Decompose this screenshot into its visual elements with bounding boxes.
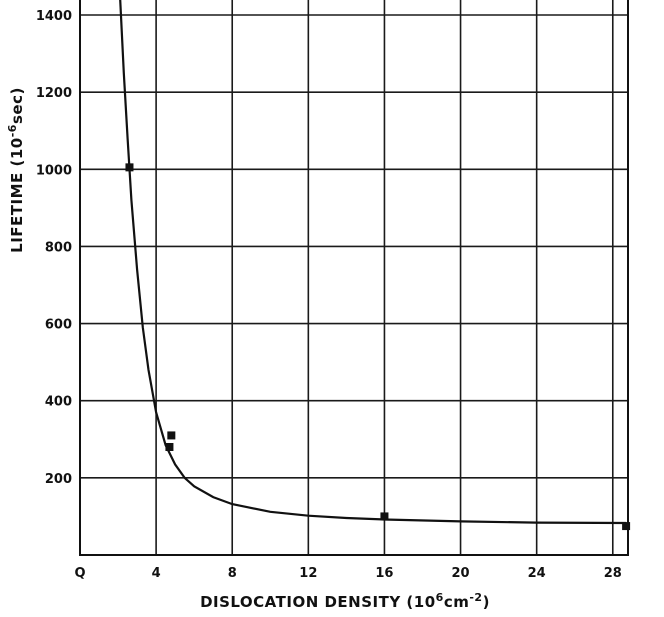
y-tick-label: 600 xyxy=(45,318,72,333)
data-point xyxy=(380,512,389,521)
x-tick-label: 20 xyxy=(452,566,470,581)
y-tick-label: 400 xyxy=(45,395,72,410)
x-tick-label: 16 xyxy=(375,566,393,581)
x-tick-labels: Q 4 8 12 16 20 24 28 xyxy=(74,566,621,581)
grid xyxy=(80,0,628,555)
x-tick-label: 24 xyxy=(528,566,546,581)
fit-curve-layer xyxy=(119,0,627,525)
y-axis-title: LIFETIME (10-6sec) xyxy=(6,87,26,253)
x-tick-label: 4 xyxy=(152,566,161,581)
plot-frame xyxy=(79,0,629,556)
data-point xyxy=(167,431,176,440)
fit-curve xyxy=(119,0,627,525)
y-tick-label: 1400 xyxy=(36,9,72,24)
data-point xyxy=(165,443,174,451)
x-axis-title: DISLOCATION DENSITY (106cm-2) xyxy=(200,591,490,611)
y-tick-labels: 200 400 600 800 1000 1200 1400 xyxy=(36,9,72,487)
x-tick-label: 8 xyxy=(228,566,237,581)
x-tick-label: 28 xyxy=(604,566,622,581)
x-tick-label: Q xyxy=(74,566,85,581)
x-tick-label: 12 xyxy=(299,566,317,581)
data-point xyxy=(622,522,631,531)
y-tick-label: 800 xyxy=(45,240,72,255)
y-tick-label: 200 xyxy=(45,472,72,487)
y-tick-label: 1000 xyxy=(36,163,72,178)
data-points xyxy=(125,163,631,531)
data-point xyxy=(125,163,134,172)
y-tick-label: 1200 xyxy=(36,86,72,101)
